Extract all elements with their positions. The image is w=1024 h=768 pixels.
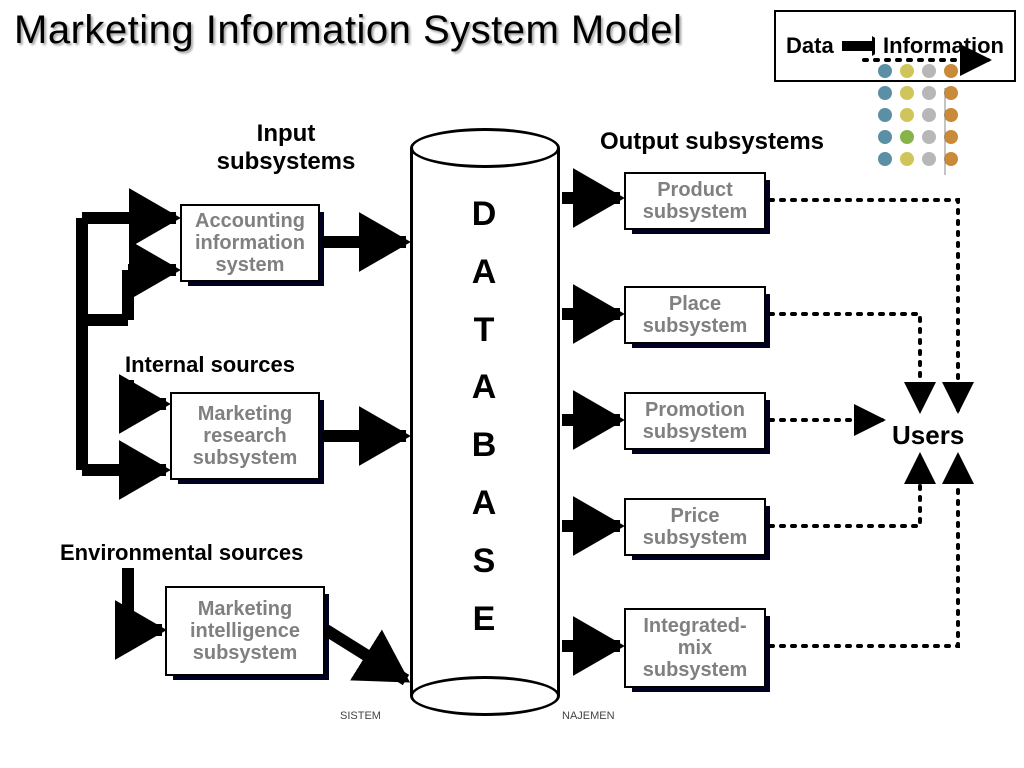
output-box-mix: Integrated-mixsubsystem (624, 608, 766, 688)
output-box-promotion: Promotionsubsystem (624, 392, 766, 450)
environmental-sources-label: Environmental sources (60, 540, 303, 566)
page-title: Marketing Information System Model (14, 8, 682, 53)
dot-grid-decoration (878, 64, 960, 168)
output-box-price: Pricesubsystem (624, 498, 766, 556)
footer-right: NAJEMEN (562, 710, 615, 722)
internal-sources-label: Internal sources (125, 352, 295, 378)
solid-arrow-icon (842, 36, 875, 56)
input-box-accounting: Accountinginformationsystem (180, 204, 320, 282)
output-heading: Output subsystems (572, 128, 852, 156)
output-box-place: Placesubsystem (624, 286, 766, 344)
input-heading: Inputsubsystems (196, 120, 376, 176)
input-box-research: Marketingresearchsubsystem (170, 392, 320, 480)
legend-data-label: Data (786, 33, 834, 59)
database-label: DATABASE (410, 186, 560, 648)
users-label: Users (892, 420, 964, 451)
input-box-intel: Marketingintelligencesubsystem (165, 586, 325, 676)
legend-info-label: Information (883, 33, 1004, 59)
output-box-product: Productsubsystem (624, 172, 766, 230)
footer-left: SISTEM (340, 710, 381, 722)
